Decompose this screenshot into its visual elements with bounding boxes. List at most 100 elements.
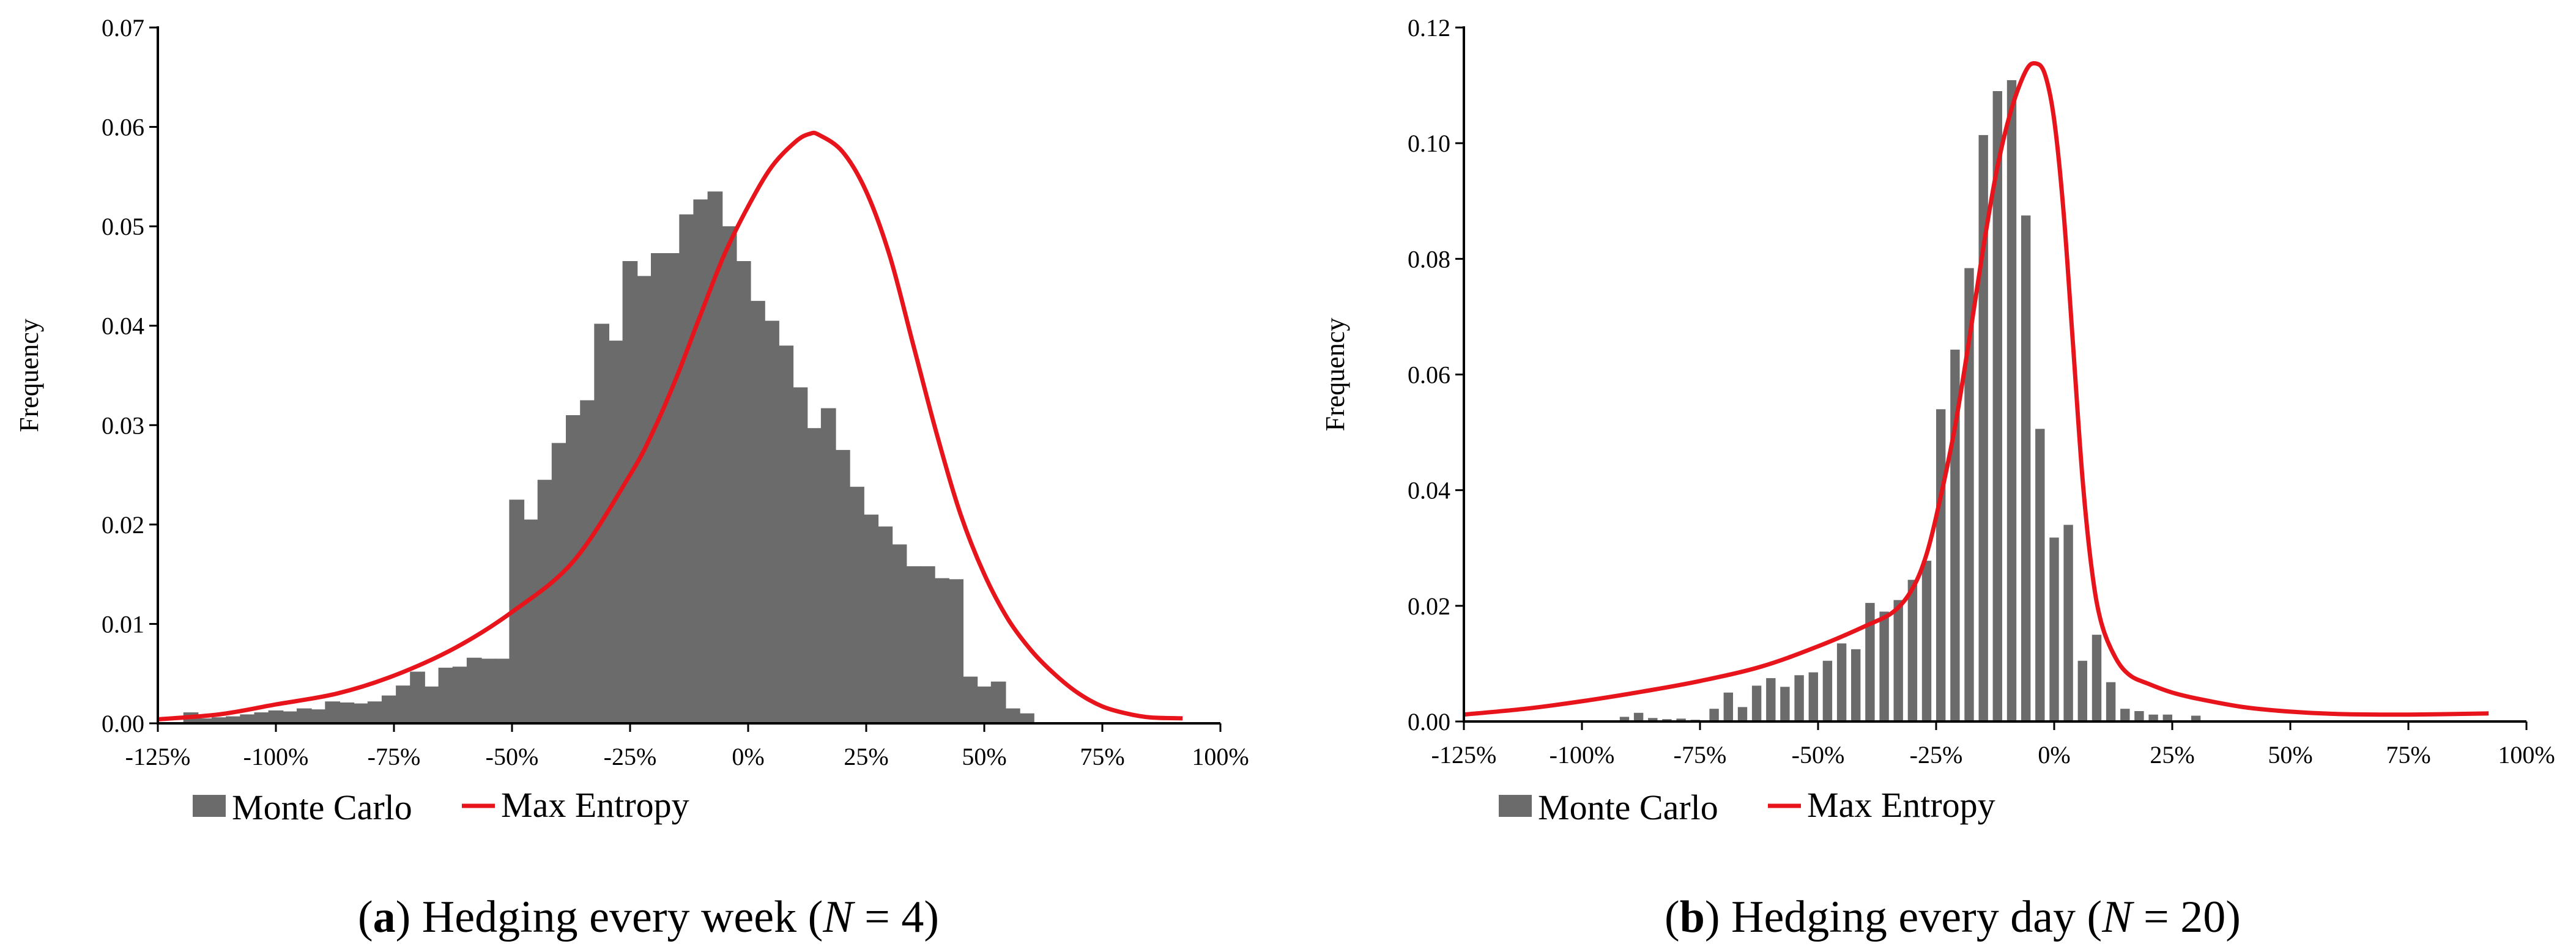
histogram-bar [2092,635,2102,721]
y-tick-label: 0.02 [102,511,144,539]
histogram-bar [1936,409,1946,722]
histogram-bar [197,718,213,723]
x-tick-label: 25% [2150,741,2194,769]
x-tick-label: -125% [1431,741,1497,769]
x-tick-label: -25% [1910,741,1963,769]
histogram-bar [1978,135,1988,721]
y-tick-label: 0.04 [102,312,144,340]
x-tick-label: -50% [1792,741,1845,769]
legend-label-monte-carlo: Monte Carlo [232,788,412,827]
histogram-bar [1907,580,1918,721]
histogram-bar [863,514,879,723]
histogram-bar [707,191,723,723]
histogram-bar [1879,611,1889,721]
histogram-bar [2148,714,2158,721]
caption-text: Hedging every week ( [410,892,823,942]
x-tick-label: 100% [2498,741,2555,769]
histogram-bar [1766,678,1776,721]
x-tick-label: 0% [732,743,764,770]
x-tick-label: 75% [1080,743,1124,770]
histogram-bar [934,578,949,723]
y-axis-label: Frequency [14,319,44,432]
caption-text: Hedging every day ( [1720,892,2103,942]
histogram-bar [495,659,510,723]
histogram-bar [721,226,737,724]
x-tick-label: 25% [844,743,888,770]
legend: Monte Carlo Max Entropy [193,785,689,827]
histogram-bar [1808,672,1818,721]
histogram-bar [962,676,978,723]
histogram-bar [1851,649,1861,721]
x-tick-label: -100% [243,743,309,770]
histogram-bar [523,519,539,723]
y-tick-label: 0.05 [102,213,144,240]
histogram-bar [537,479,553,723]
histogram-bar [268,710,284,723]
histogram-bar [1921,561,1932,721]
x-tick-label: -75% [368,743,421,770]
legend-label-monte-carlo: Monte Carlo [1538,788,1718,827]
histogram-bar [835,449,850,723]
panel-caption: (a) Hedging every week (N = 4) [358,892,939,942]
histogram-bar [424,686,440,723]
histogram-bar [2006,80,2017,722]
x-tick-label: 100% [1192,743,1249,770]
histogram-bar [920,566,935,723]
x-tick-label: 50% [962,743,1006,770]
histogram-bar [1619,717,1630,721]
histogram-bar [1822,660,1833,721]
histogram-bar [1019,713,1034,723]
histogram-bar [2063,525,2073,721]
caption-variable: N [2101,892,2134,942]
x-tick-label: 75% [2386,741,2430,769]
legend-label-max-entropy: Max Entropy [1807,785,1995,825]
max-entropy-curve [1463,61,2489,717]
histogram-bar [735,261,751,723]
x-tick-label: 0% [2038,741,2070,769]
x-tick-label: 50% [2268,741,2312,769]
histogram-bar [1709,709,1719,721]
histogram-bar [1648,718,1658,721]
histogram-bar [381,695,397,723]
histogram-bar [1751,685,1762,721]
y-tick-label: 0.06 [1408,361,1450,389]
histogram-bar [1780,687,1790,722]
histogram-bar [466,657,482,723]
histogram-bar [764,320,779,723]
histogram-bar [608,341,624,723]
panel-a-weekly-hedging: 0.00 0.01 0.02 0.03 0.04 0.05 0.06 0.07 -125% -10… [14,14,1249,942]
y-tick-label: 0.02 [1408,592,1450,620]
histogram-bar [1723,692,1733,721]
caption-letter: b [1680,892,1705,942]
caption-variable: N [822,892,855,942]
y-tick-label: 0.07 [102,14,144,42]
y-tick-label: 0.03 [102,411,144,439]
histogram-bar [311,709,326,723]
histogram-bar [2106,682,2116,721]
legend-swatch-monte-carlo [1499,795,1532,817]
histogram-bar [325,701,340,723]
panel-b-daily-hedging: 0.00 0.02 0.04 0.06 0.08 0.10 0.12 -125% -100% -7… [1320,14,2555,942]
x-tick-label: -25% [604,743,657,770]
y-tick-label: 0.12 [1408,14,1450,42]
histogram-bar [1964,268,1974,721]
y-tick-label: 0.01 [102,610,144,638]
legend-label-max-entropy: Max Entropy [501,785,689,825]
y-tick-label: 0.00 [1408,708,1450,736]
histogram-bar [651,253,666,723]
caption-paren-close: ) [396,892,411,942]
caption-paren-open: ( [358,892,373,942]
histogram-bar [778,345,794,723]
histogram-bar [2120,709,2130,721]
histogram-bar [1737,707,1748,721]
x-tick-label: -75% [1674,741,1727,769]
histogram-bar [806,428,822,723]
histogram-bar [1005,708,1020,723]
histogram-bar [622,261,638,723]
histogram-bar [2035,429,2045,721]
x-tick-label: -50% [486,743,539,770]
histogram-bar [2162,714,2172,721]
x-tick-label: -100% [1550,741,1615,769]
caption-equation: = 20) [2132,892,2241,942]
